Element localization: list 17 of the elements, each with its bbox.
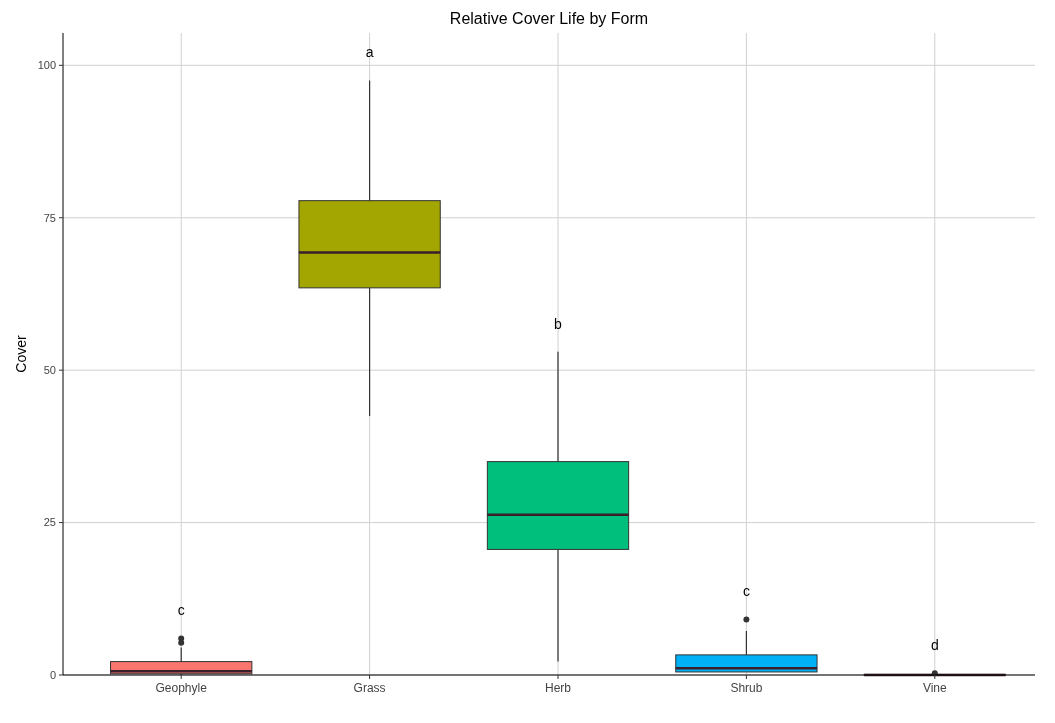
annotation: c	[742, 583, 750, 600]
chart-title: Relative Cover Life by Form	[449, 10, 649, 27]
y-tick-label: 25	[43, 516, 56, 529]
y-tick-label: 100	[37, 59, 56, 72]
x-tick-label: Grass	[353, 681, 386, 695]
y-tick-label: 50	[43, 364, 56, 377]
x-tick-label: Herb	[544, 681, 572, 695]
x-tick-label: Shrub	[730, 681, 763, 695]
annotation: d	[930, 637, 939, 654]
y-axis-title: Cover	[13, 335, 29, 373]
y-tick-label: 0	[49, 668, 56, 681]
x-tick-label: Geophyle	[155, 681, 208, 695]
x-tick-label: Vine	[922, 681, 948, 695]
y-tick-label: 75	[43, 211, 56, 224]
annotation: a	[365, 44, 374, 61]
annotation: b	[554, 315, 563, 332]
annotation: c	[177, 602, 185, 619]
